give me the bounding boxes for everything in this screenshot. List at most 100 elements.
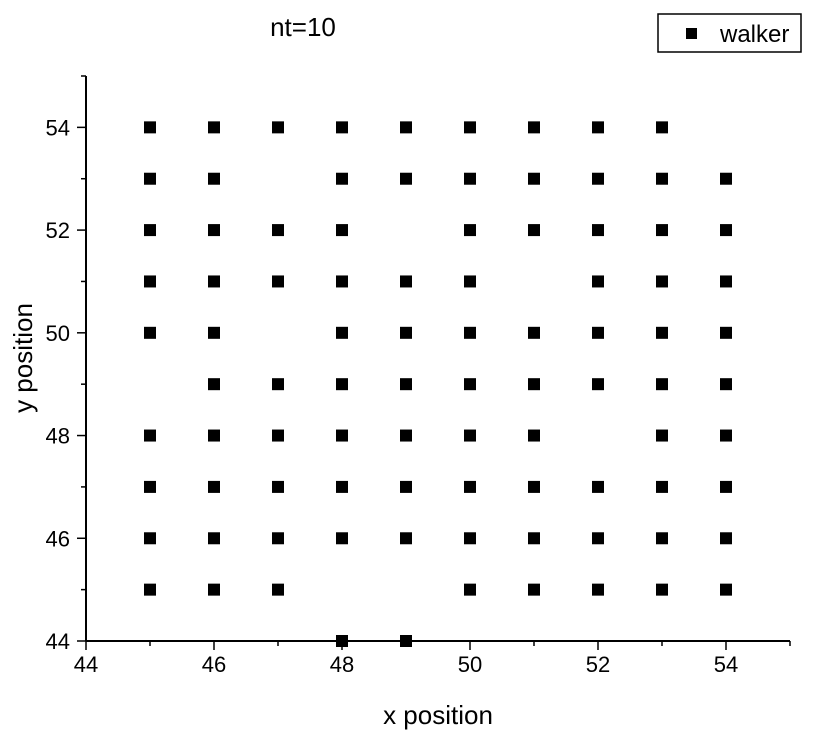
- data-point: [464, 224, 476, 237]
- data-point: [336, 121, 348, 134]
- data-point: [720, 275, 732, 288]
- data-point: [464, 275, 476, 288]
- data-point: [464, 172, 476, 185]
- data-point: [528, 583, 540, 596]
- data-point: [720, 378, 732, 391]
- data-point: [400, 172, 412, 185]
- data-point: [464, 378, 476, 391]
- data-point: [528, 121, 540, 134]
- data-point: [720, 480, 732, 493]
- data-points: [144, 121, 732, 647]
- data-point: [400, 378, 412, 391]
- data-point: [528, 378, 540, 391]
- data-point: [336, 532, 348, 545]
- data-point: [528, 172, 540, 185]
- ticks: [77, 75, 791, 650]
- data-point: [144, 429, 156, 442]
- x-tick-label: 50: [458, 652, 482, 677]
- data-point: [592, 378, 604, 391]
- data-point: [464, 583, 476, 596]
- data-point: [272, 480, 284, 493]
- data-point: [528, 429, 540, 442]
- data-point: [144, 532, 156, 545]
- data-point: [272, 378, 284, 391]
- data-point: [656, 429, 668, 442]
- data-point: [464, 429, 476, 442]
- data-point: [144, 480, 156, 493]
- y-tick-label: 52: [46, 218, 70, 243]
- data-point: [272, 532, 284, 545]
- x-tick-label: 46: [202, 652, 226, 677]
- data-point: [144, 275, 156, 288]
- y-tick-label: 54: [46, 115, 70, 140]
- data-point: [464, 121, 476, 134]
- data-point: [208, 583, 220, 596]
- legend: walker: [657, 13, 802, 53]
- data-point: [592, 583, 604, 596]
- data-point: [400, 275, 412, 288]
- data-point: [656, 275, 668, 288]
- data-point: [208, 224, 220, 237]
- data-point: [208, 121, 220, 134]
- data-point: [656, 583, 668, 596]
- data-point: [720, 224, 732, 237]
- data-point: [272, 121, 284, 134]
- data-point: [656, 224, 668, 237]
- data-point: [592, 275, 604, 288]
- data-point: [208, 275, 220, 288]
- x-tick-label: 48: [330, 652, 354, 677]
- x-tick-label: 52: [586, 652, 610, 677]
- axes: [85, 76, 790, 642]
- data-point: [400, 326, 412, 339]
- data-point: [464, 480, 476, 493]
- data-point: [336, 429, 348, 442]
- data-point: [336, 480, 348, 493]
- data-point: [592, 121, 604, 134]
- data-point: [528, 532, 540, 545]
- y-tick-label: 46: [46, 526, 70, 551]
- x-tick-label: 54: [714, 652, 738, 677]
- legend-box: [657, 13, 802, 53]
- data-point: [208, 480, 220, 493]
- data-point: [336, 275, 348, 288]
- data-point: [592, 172, 604, 185]
- data-point: [720, 583, 732, 596]
- x-tick-label: 44: [74, 652, 98, 677]
- data-point: [528, 326, 540, 339]
- data-point: [336, 378, 348, 391]
- data-point: [720, 532, 732, 545]
- data-point: [656, 172, 668, 185]
- data-point: [656, 326, 668, 339]
- data-point: [528, 224, 540, 237]
- data-point: [144, 583, 156, 596]
- data-point: [144, 224, 156, 237]
- data-point: [400, 429, 412, 442]
- data-point: [528, 480, 540, 493]
- data-point: [272, 429, 284, 442]
- data-point: [592, 532, 604, 545]
- data-point: [656, 480, 668, 493]
- y-axis-title: y position: [8, 303, 38, 413]
- data-point: [272, 583, 284, 596]
- data-point: [336, 172, 348, 185]
- data-point: [144, 326, 156, 339]
- data-point: [144, 172, 156, 185]
- data-point: [400, 532, 412, 545]
- data-point: [208, 532, 220, 545]
- y-tick-label: 44: [46, 629, 70, 654]
- data-point: [720, 326, 732, 339]
- data-point: [592, 480, 604, 493]
- y-tick-label: 50: [46, 321, 70, 346]
- x-axis-title: x position: [383, 700, 493, 730]
- data-point: [720, 172, 732, 185]
- data-point: [656, 378, 668, 391]
- data-point: [464, 532, 476, 545]
- data-point: [592, 224, 604, 237]
- data-point: [208, 378, 220, 391]
- data-point: [592, 326, 604, 339]
- data-point: [720, 429, 732, 442]
- tick-labels: 44 46 48 50 52 54 44 46 48 50 52 54: [46, 115, 739, 677]
- data-point: [400, 480, 412, 493]
- data-point: [208, 429, 220, 442]
